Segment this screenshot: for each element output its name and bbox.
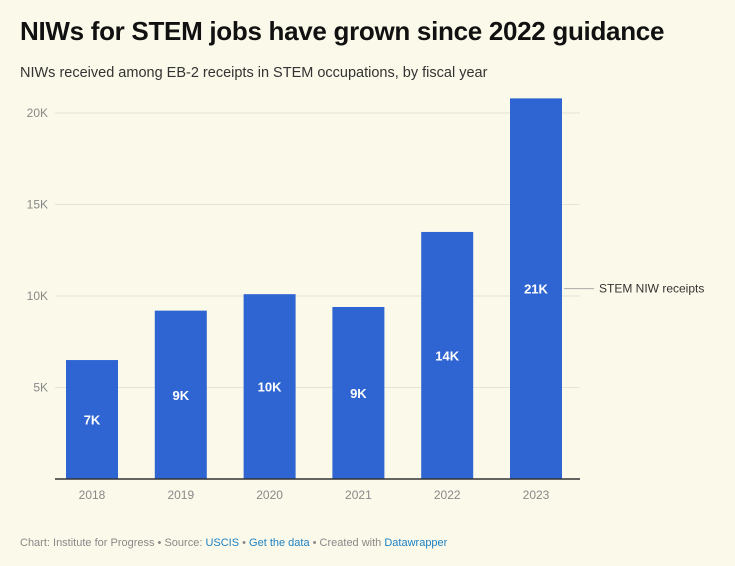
x-tick-label-2019: 2019 <box>167 488 194 502</box>
y-tick-label-10K: 10K <box>27 289 48 303</box>
datawrapper-link[interactable]: Datawrapper <box>384 537 448 549</box>
x-tick-label-2021: 2021 <box>345 488 372 502</box>
data-label-2020: 10K <box>258 380 282 395</box>
x-tick-label-2022: 2022 <box>434 488 461 502</box>
footer-created-text: • Created with <box>309 537 385 549</box>
label-layer: 7K 9K 10K 9K 14K 21K <box>84 282 549 428</box>
chart-footer: Chart: Institute for Progress • Source: … <box>20 537 447 549</box>
get-data-link[interactable]: Get the data <box>249 537 310 549</box>
bar-2018 <box>66 360 118 479</box>
bar-chart: 7K 9K 10K 9K 14K 21K 5K 10K 15K 20K 2018 2019 2020 2… <box>27 98 705 502</box>
data-label-2022: 14K <box>435 348 459 363</box>
bar-2023 <box>510 98 562 480</box>
x-tick-label-2023: 2023 <box>523 488 550 502</box>
data-label-2019: 9K <box>172 388 189 403</box>
footer-credit-text: Chart: Institute for Progress • Source: <box>20 537 206 549</box>
grid-layer <box>55 112 580 388</box>
y-tick-label-20K: 20K <box>27 106 48 120</box>
footer-separator: • <box>239 537 250 549</box>
data-label-2018: 7K <box>84 413 101 428</box>
x-tick-label-2020: 2020 <box>256 488 283 502</box>
axis-layer: 5K 10K 15K 20K 2018 2019 2020 2021 2022 2023 STEM … <box>27 106 705 502</box>
data-label-2021: 9K <box>350 386 367 401</box>
bar-2019 <box>154 310 207 479</box>
bar-2020 <box>243 294 296 479</box>
bar-layer <box>66 98 562 480</box>
bar-2021 <box>332 306 385 479</box>
y-tick-label-5K: 5K <box>33 381 48 395</box>
chart-subtitle: NIWs received among EB-2 receipts in STE… <box>20 65 488 81</box>
bar-2022 <box>421 231 474 479</box>
data-label-2023: 21K <box>524 282 548 297</box>
x-tick-label-2018: 2018 <box>79 488 106 502</box>
source-link[interactable]: USCIS <box>205 537 240 549</box>
chart-title: NIWs for STEM jobs have grown since 2022… <box>20 16 665 46</box>
series-label: STEM NIW receipts <box>599 282 704 296</box>
y-tick-label-15K: 15K <box>27 198 48 212</box>
